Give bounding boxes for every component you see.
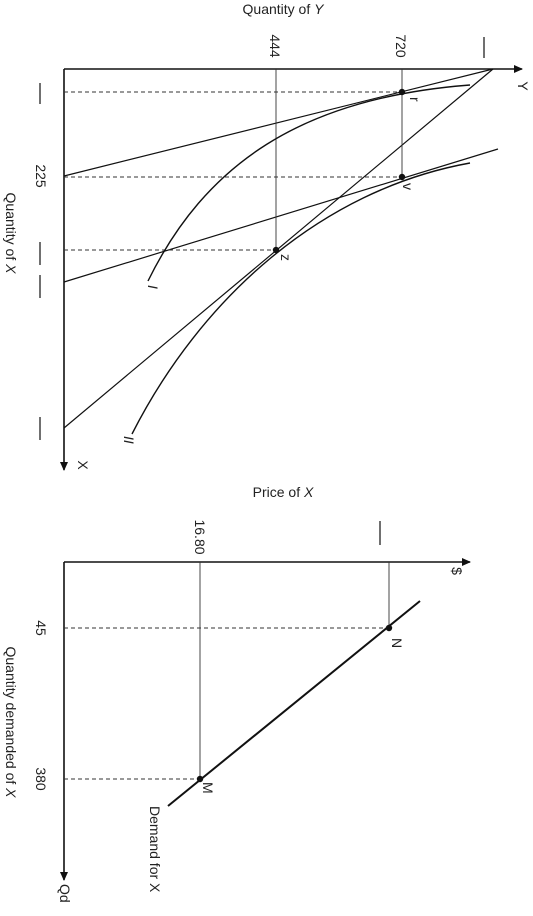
- label-curve-I: I: [145, 285, 161, 289]
- tick-225: 225: [33, 164, 49, 188]
- budget-line-short: [63, 68, 494, 177]
- point-z: [272, 246, 280, 254]
- tick-16-80: 16.80: [192, 519, 208, 554]
- point-N: [385, 624, 393, 632]
- tick-720: 720: [393, 34, 409, 58]
- budget-line-parallel: [63, 148, 499, 283]
- label-v: v: [400, 183, 416, 190]
- label-M: M: [200, 782, 216, 794]
- top-side-label: Quantity of X: [3, 193, 19, 275]
- quantity-axis-end-label: Qd: [57, 884, 73, 903]
- point-M: [196, 775, 204, 783]
- tick-45: 45: [33, 620, 49, 636]
- indifference-curve-II: [131, 162, 471, 435]
- label-N: N: [389, 638, 405, 648]
- indifference-curve-I: [147, 84, 471, 282]
- tick-444: 444: [267, 34, 283, 58]
- price-axis-end-label: $: [449, 567, 465, 575]
- top-diagram: Quantity of Y Y X Quantity of X 444 720 …: [3, 1, 531, 471]
- bottom-title: Price of X: [253, 484, 314, 500]
- bottom-diagram: Price of X $ Qd Quantity demanded of X 1…: [3, 484, 471, 903]
- bottom-side-label: Quantity demanded of X: [3, 647, 19, 799]
- label-z: z: [278, 254, 294, 261]
- tick-380: 380: [33, 767, 49, 791]
- point-v: [398, 173, 406, 181]
- label-r: r: [407, 97, 423, 102]
- demand-label: Demand for X: [147, 806, 163, 893]
- top-title: Quantity of Y: [243, 1, 326, 17]
- point-r: [398, 88, 406, 96]
- y-axis-end-label: Y: [515, 81, 531, 91]
- demand-line: [167, 600, 421, 807]
- x-axis-end-label: X: [75, 460, 91, 470]
- label-curve-II: II: [121, 436, 137, 444]
